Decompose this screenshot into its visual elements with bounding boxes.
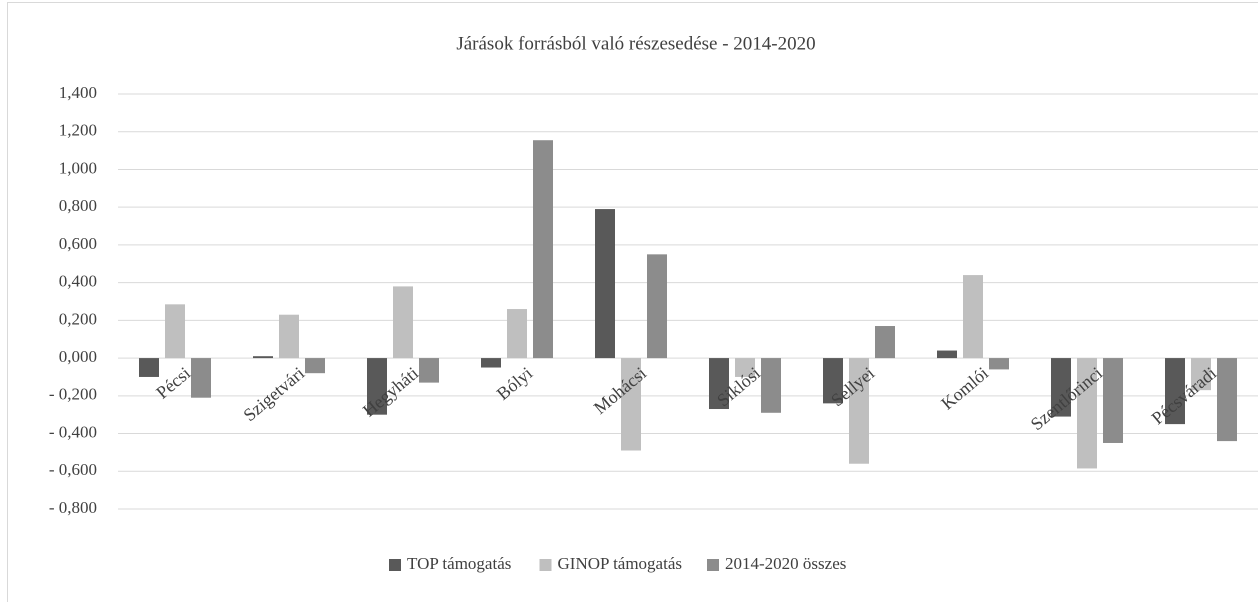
y-tick-label: 1,000 — [59, 158, 97, 177]
bar — [165, 304, 185, 359]
legend-swatch — [389, 559, 401, 571]
bar — [279, 314, 299, 359]
y-tick-label: 1,400 — [59, 83, 97, 102]
y-tick-label: 0,000 — [59, 347, 97, 366]
x-tick-label: Szigetvári — [239, 363, 308, 425]
bar — [139, 358, 159, 377]
legend-label: 2014-2020 összes — [725, 554, 846, 573]
bar — [393, 286, 413, 359]
bar — [305, 358, 325, 374]
bar — [1191, 358, 1211, 391]
bar — [595, 209, 615, 359]
bar — [253, 356, 273, 359]
y-tick-label: 0,400 — [59, 272, 97, 291]
bar — [481, 358, 501, 368]
bar — [1103, 358, 1123, 443]
bar — [419, 358, 439, 383]
legend-swatch — [707, 559, 719, 571]
chart-frame — [7, 2, 1258, 602]
bar — [1165, 358, 1185, 425]
bar — [875, 326, 895, 359]
bar — [507, 309, 527, 359]
y-tick-label: 0,200 — [59, 309, 97, 328]
bar — [761, 358, 781, 413]
y-tick-label: 0,600 — [59, 234, 97, 253]
bar — [367, 358, 387, 415]
x-tick-label: Komlói — [937, 363, 992, 414]
bar — [191, 358, 211, 398]
bar — [823, 358, 843, 404]
y-tick-label: - 0,200 — [49, 385, 97, 404]
legend-label: TOP támogatás — [407, 554, 511, 573]
bar — [647, 254, 667, 359]
bar — [1077, 358, 1097, 469]
bar — [963, 275, 983, 359]
bar — [989, 358, 1009, 370]
bar — [849, 358, 869, 464]
y-tick-label: - 0,400 — [49, 422, 97, 441]
legend-label: GINOP támogatás — [558, 554, 683, 573]
y-tick-label: - 0,600 — [49, 460, 97, 479]
y-tick-label: 0,800 — [59, 196, 97, 215]
x-tick-label: Mohácsi — [590, 363, 650, 418]
x-tick-label: Bólyi — [493, 363, 537, 404]
chart-title: Járások forrásból való részesedése - 201… — [456, 33, 815, 54]
bar — [1217, 358, 1237, 442]
y-tick-label: - 0,800 — [49, 498, 97, 517]
y-tick-label: 1,200 — [59, 121, 97, 140]
bar — [621, 358, 641, 451]
bar — [735, 358, 755, 377]
legend-swatch — [539, 559, 552, 571]
bar — [1051, 358, 1071, 417]
bar — [709, 358, 729, 410]
bar — [937, 350, 957, 359]
bar — [533, 140, 553, 359]
